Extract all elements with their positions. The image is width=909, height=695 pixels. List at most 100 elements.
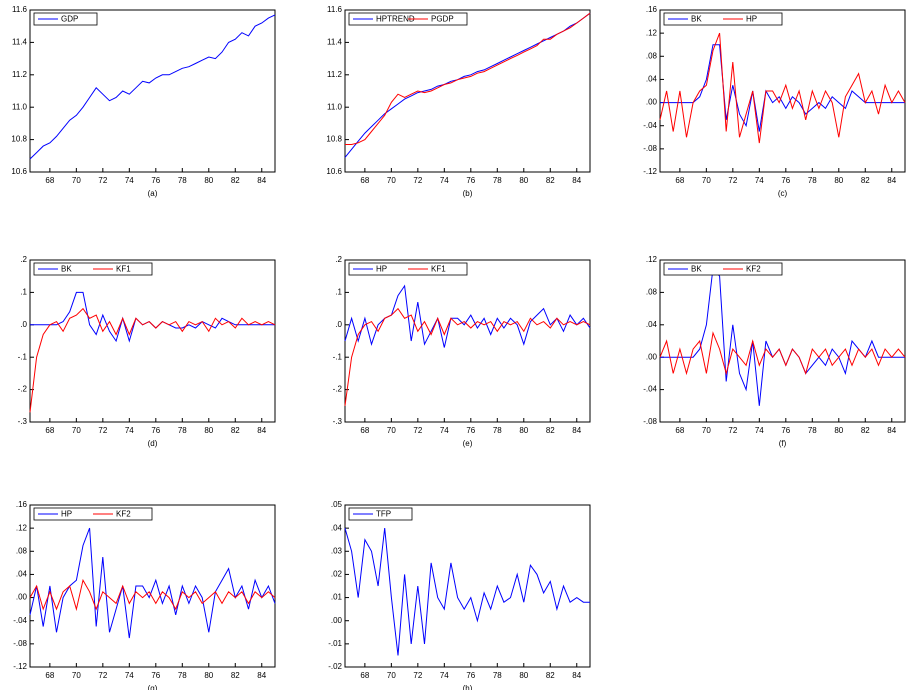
y-tick-label: .00 [646, 98, 658, 107]
x-tick-label: 82 [861, 176, 870, 185]
legend-label: BK [691, 15, 702, 24]
x-tick-label: 70 [387, 671, 396, 680]
y-tick-label: -.12 [643, 167, 657, 176]
y-tick-label: 11.0 [12, 102, 28, 111]
x-tick-label: 76 [466, 176, 475, 185]
y-tick-label: 10.6 [11, 167, 27, 176]
caption: (e) [463, 439, 473, 448]
legend-label: KF2 [116, 510, 131, 519]
x-tick-label: 68 [45, 426, 54, 435]
x-tick-label: 74 [440, 426, 449, 435]
y-tick-label: .00 [16, 593, 28, 602]
legend-label: PGDP [431, 15, 454, 24]
y-tick-label: -.08 [643, 417, 657, 426]
x-tick-label: 84 [257, 671, 266, 680]
plot-frame [345, 260, 590, 422]
y-tick-label: 10.6 [326, 167, 342, 176]
y-tick-label: .16 [646, 5, 658, 14]
x-tick-label: 76 [781, 426, 790, 435]
x-tick-label: 80 [204, 176, 213, 185]
x-tick-label: 84 [572, 426, 581, 435]
x-tick-label: 80 [834, 176, 843, 185]
y-tick-label: .08 [646, 51, 658, 60]
x-tick-label: 76 [151, 176, 160, 185]
y-tick-label: 11.2 [327, 70, 343, 79]
y-tick-label: .16 [16, 500, 28, 509]
x-tick-label: 78 [178, 176, 187, 185]
y-tick-label: .1 [335, 288, 342, 297]
x-tick-label: 82 [546, 426, 555, 435]
caption: (f) [779, 439, 787, 448]
caption: (c) [778, 189, 788, 198]
y-tick-label: 11.6 [12, 5, 28, 14]
caption: (a) [148, 189, 158, 198]
x-tick-label: 72 [98, 426, 107, 435]
x-tick-label: 68 [675, 426, 684, 435]
x-tick-label: 78 [178, 671, 187, 680]
caption: (g) [148, 684, 158, 690]
legend-label: BK [691, 265, 702, 274]
y-tick-label: -.04 [643, 121, 657, 130]
series-line [30, 292, 275, 341]
x-tick-label: 82 [231, 671, 240, 680]
x-tick-label: 70 [387, 176, 396, 185]
x-tick-label: 82 [231, 176, 240, 185]
y-tick-label: .00 [331, 616, 343, 625]
x-tick-label: 82 [546, 176, 555, 185]
y-tick-label: 10.8 [11, 135, 27, 144]
legend-label: HP [746, 15, 757, 24]
x-tick-label: 74 [755, 176, 764, 185]
x-tick-label: 70 [72, 176, 81, 185]
y-tick-label: .00 [646, 352, 658, 361]
x-tick-label: 74 [125, 671, 134, 680]
plot-frame [345, 505, 590, 667]
x-tick-label: 72 [413, 426, 422, 435]
y-tick-label: -.02 [328, 662, 342, 671]
caption: (d) [148, 439, 158, 448]
x-tick-label: 72 [728, 426, 737, 435]
y-tick-label: .0 [335, 320, 342, 329]
x-tick-label: 78 [178, 426, 187, 435]
y-tick-label: -.1 [333, 352, 343, 361]
y-tick-label: -.1 [18, 352, 28, 361]
x-tick-label: 68 [45, 671, 54, 680]
x-tick-label: 78 [808, 426, 817, 435]
y-tick-label: .1 [20, 288, 27, 297]
x-tick-label: 68 [45, 176, 54, 185]
x-tick-label: 78 [808, 176, 817, 185]
x-tick-label: 78 [493, 426, 502, 435]
y-tick-label: -.2 [18, 385, 28, 394]
x-tick-label: 84 [887, 176, 896, 185]
y-tick-label: .08 [16, 546, 28, 555]
x-tick-label: 82 [861, 426, 870, 435]
x-tick-label: 84 [887, 426, 896, 435]
y-tick-label: 10.8 [326, 135, 342, 144]
x-tick-label: 70 [72, 426, 81, 435]
legend-label: BK [61, 265, 72, 274]
x-tick-label: 70 [72, 671, 81, 680]
series-line [30, 580, 275, 609]
series-line [660, 45, 905, 132]
y-tick-label: .2 [20, 255, 27, 264]
legend-label: TFP [376, 510, 391, 519]
y-tick-label: 11.4 [327, 38, 343, 47]
x-tick-label: 72 [98, 671, 107, 680]
x-tick-label: 68 [360, 671, 369, 680]
y-tick-label: .2 [335, 255, 342, 264]
legend-label: HP [61, 510, 72, 519]
y-tick-label: .04 [646, 75, 658, 84]
series-line [30, 528, 275, 638]
x-tick-label: 68 [360, 426, 369, 435]
y-tick-label: .04 [331, 523, 343, 532]
x-tick-label: 76 [151, 671, 160, 680]
legend-label: KF2 [746, 265, 761, 274]
y-tick-label: -.3 [18, 417, 28, 426]
y-tick-label: -.12 [13, 662, 27, 671]
x-tick-label: 76 [466, 671, 475, 680]
x-tick-label: 74 [440, 176, 449, 185]
x-tick-label: 70 [387, 426, 396, 435]
x-tick-label: 68 [675, 176, 684, 185]
x-tick-label: 82 [546, 671, 555, 680]
x-tick-label: 74 [125, 176, 134, 185]
x-tick-label: 80 [834, 426, 843, 435]
